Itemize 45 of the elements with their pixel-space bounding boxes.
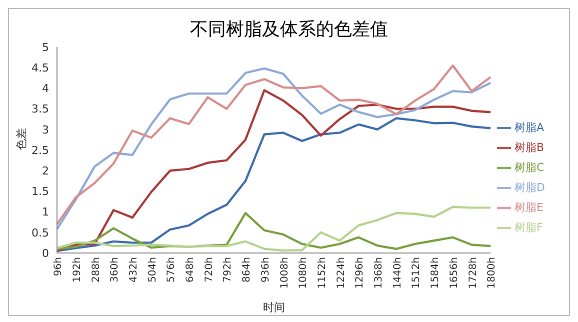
y-tick-label: 3 — [42, 123, 49, 136]
x-tick-label: 192h — [72, 257, 83, 282]
legend-label: 树脂B — [514, 141, 544, 154]
x-tick-label: 1440h — [392, 257, 404, 289]
x-tick-label: 792h — [222, 257, 234, 282]
line-series — [56, 212, 492, 250]
x-axis-title: 时间 — [262, 301, 285, 314]
y-tick-label: 0 — [42, 246, 49, 260]
legend-label: 树脂F — [514, 221, 543, 234]
x-tick-label: 1152h — [316, 257, 328, 289]
y-tick-label: 2 — [42, 164, 49, 178]
x-tick-label: 360h — [110, 257, 121, 282]
x-tick-label: 576h — [166, 257, 178, 282]
x-tick-label: 1728h — [468, 257, 479, 289]
x-tick-label: 720h — [204, 257, 215, 282]
x-tick-label: 96h — [53, 257, 64, 276]
y-tick-label: 3.5 — [32, 102, 49, 116]
x-tick-label: 1368h — [374, 257, 385, 289]
y-tick-label: 4 — [42, 82, 49, 96]
y-tick-label: 1.5 — [32, 185, 49, 198]
x-tick-label: 1584h — [430, 257, 442, 289]
x-tick-label: 1656h — [448, 257, 460, 289]
legend-label: 树脂A — [514, 121, 544, 134]
x-tick-label: 1224h — [336, 257, 347, 289]
y-tick-label: 5 — [42, 40, 49, 54]
x-tick-label: 648h — [185, 257, 196, 282]
x-tick-label: 1800h — [486, 257, 498, 289]
chart-title: 不同树脂及体系的色差值 — [190, 19, 388, 40]
x-tick-label: 1080h — [298, 257, 310, 289]
x-tick-label: 864h — [242, 257, 253, 282]
x-tick-label: 1008h — [279, 257, 290, 289]
x-tick-label: 288h — [90, 257, 102, 282]
y-axis-title: 色差 — [14, 128, 28, 150]
legend-label: 树脂D — [514, 181, 545, 194]
x-tick-label: 432h — [128, 257, 140, 282]
x-tick-label: 1296h — [354, 257, 366, 289]
y-tick-label: 4.5 — [32, 62, 49, 75]
x-tick-label: 936h — [260, 257, 272, 282]
x-tick-label: 504h — [147, 257, 158, 282]
y-tick-label: 2.5 — [32, 144, 49, 157]
x-tick-label: 1512h — [411, 257, 422, 289]
y-tick-label: 1 — [42, 206, 49, 219]
y-tick-label: 0.5 — [32, 226, 49, 240]
legend-label: 树脂E — [514, 201, 544, 214]
legend-label: 树脂C — [514, 161, 544, 174]
